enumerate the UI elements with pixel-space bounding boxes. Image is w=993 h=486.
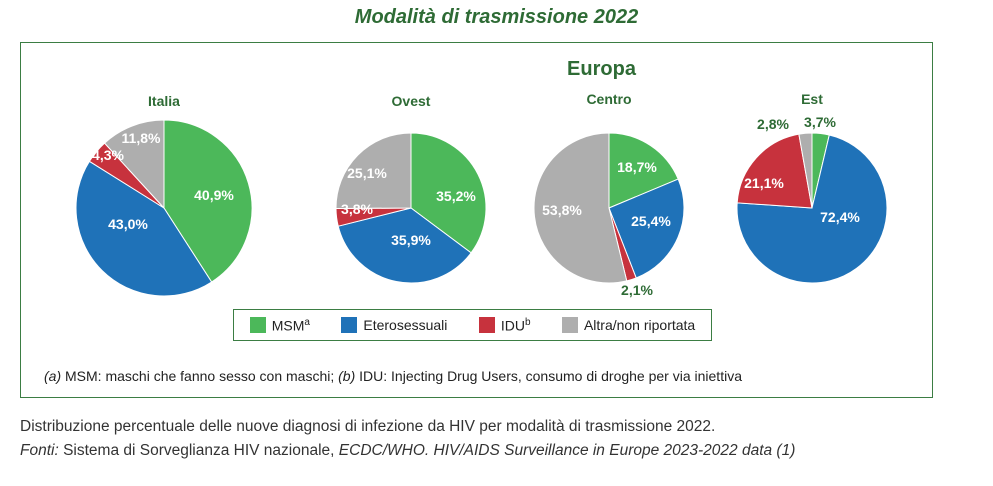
legend-item-altra: Altra/non riportata xyxy=(561,317,696,333)
pie-title-est: Est xyxy=(801,91,823,107)
legend-label-msm: MSMa xyxy=(271,316,310,334)
pie-slice-centro-3 xyxy=(533,132,628,284)
pie-slice-ovest-0 xyxy=(410,132,487,254)
data-label-italia-2: 4,3% xyxy=(92,147,124,163)
pie-slice-centro-0 xyxy=(608,132,679,209)
data-label-centro-2: 2,1% xyxy=(621,282,653,298)
pie-slice-est-3 xyxy=(798,132,813,209)
chart-frame xyxy=(20,42,933,398)
pie-title-ovest: Ovest xyxy=(392,93,431,109)
legend: MSMa Eterosessuali IDUb Altra/non riport… xyxy=(233,309,712,341)
legend-label-idu: IDUb xyxy=(500,316,531,334)
data-label-est-2: 21,1% xyxy=(744,175,784,191)
footnote-a-text: MSM: maschi che fanno sesso con maschi; xyxy=(61,368,339,384)
footnote-b-marker: (b) xyxy=(338,368,356,384)
pie-slice-italia-3 xyxy=(103,119,165,210)
pie-title-centro: Centro xyxy=(586,91,631,107)
footnote-b-text: IDU: Injecting Drug Users, consumo di dr… xyxy=(355,368,742,384)
pie-title-italia: Italia xyxy=(148,93,180,109)
figure-sources: Fonti: Sistema di Sorveglianza HIV nazio… xyxy=(20,442,795,460)
data-label-est-3: 2,8% xyxy=(757,116,789,132)
pie-slice-centro-1 xyxy=(608,178,685,279)
data-label-ovest-0: 35,2% xyxy=(436,188,476,204)
region-label-europa: Europa xyxy=(567,58,636,80)
pie-slice-est-1 xyxy=(736,134,888,284)
legend-swatch-idu xyxy=(478,317,495,333)
footnote-a-marker: (a) xyxy=(44,368,62,384)
sources-national: Sistema di Sorveglianza HIV nazionale, xyxy=(58,442,339,459)
pie-slice-ovest-1 xyxy=(337,207,472,284)
legend-item-eterosessuali: Eterosessuali xyxy=(341,317,447,333)
data-label-centro-0: 18,7% xyxy=(617,159,657,175)
pie-slice-est-2 xyxy=(736,133,813,209)
data-label-est-1: 72,4% xyxy=(820,209,860,225)
legend-item-idu: IDUb xyxy=(478,316,531,334)
sources-ecdc: ECDC/WHO. HIV/AIDS Surveillance in Europ… xyxy=(338,442,796,459)
pie-slice-italia-1 xyxy=(75,160,213,297)
pie-slice-ovest-3 xyxy=(335,132,412,209)
data-label-italia-0: 40,9% xyxy=(194,187,234,203)
legend-label-altra: Altra/non riportata xyxy=(583,317,696,333)
data-label-est-0: 3,7% xyxy=(804,114,836,130)
legend-swatch-eterosessuali xyxy=(341,317,358,333)
legend-item-msm: MSMa xyxy=(249,316,310,334)
footnote: (a) MSM: maschi che fanno sesso con masc… xyxy=(44,368,742,384)
data-label-italia-3: 11,8% xyxy=(122,130,161,146)
data-label-ovest-2: 3,8% xyxy=(341,201,373,217)
data-label-centro-3: 53,8% xyxy=(542,202,582,218)
figure-caption: Distribuzione percentuale delle nuove di… xyxy=(20,418,716,435)
sources-prefix: Fonti: xyxy=(20,442,59,459)
data-label-italia-1: 43,0% xyxy=(108,216,148,232)
data-label-centro-1: 25,4% xyxy=(631,213,671,229)
data-label-ovest-3: 25,1% xyxy=(347,165,387,181)
legend-swatch-msm xyxy=(249,317,266,333)
chart-title: Modalità di trasmissione 2022 xyxy=(354,6,639,28)
legend-swatch-altra xyxy=(561,317,578,333)
legend-label-eterosessuali: Eterosessuali xyxy=(363,317,448,333)
data-label-ovest-1: 35,9% xyxy=(391,232,431,248)
